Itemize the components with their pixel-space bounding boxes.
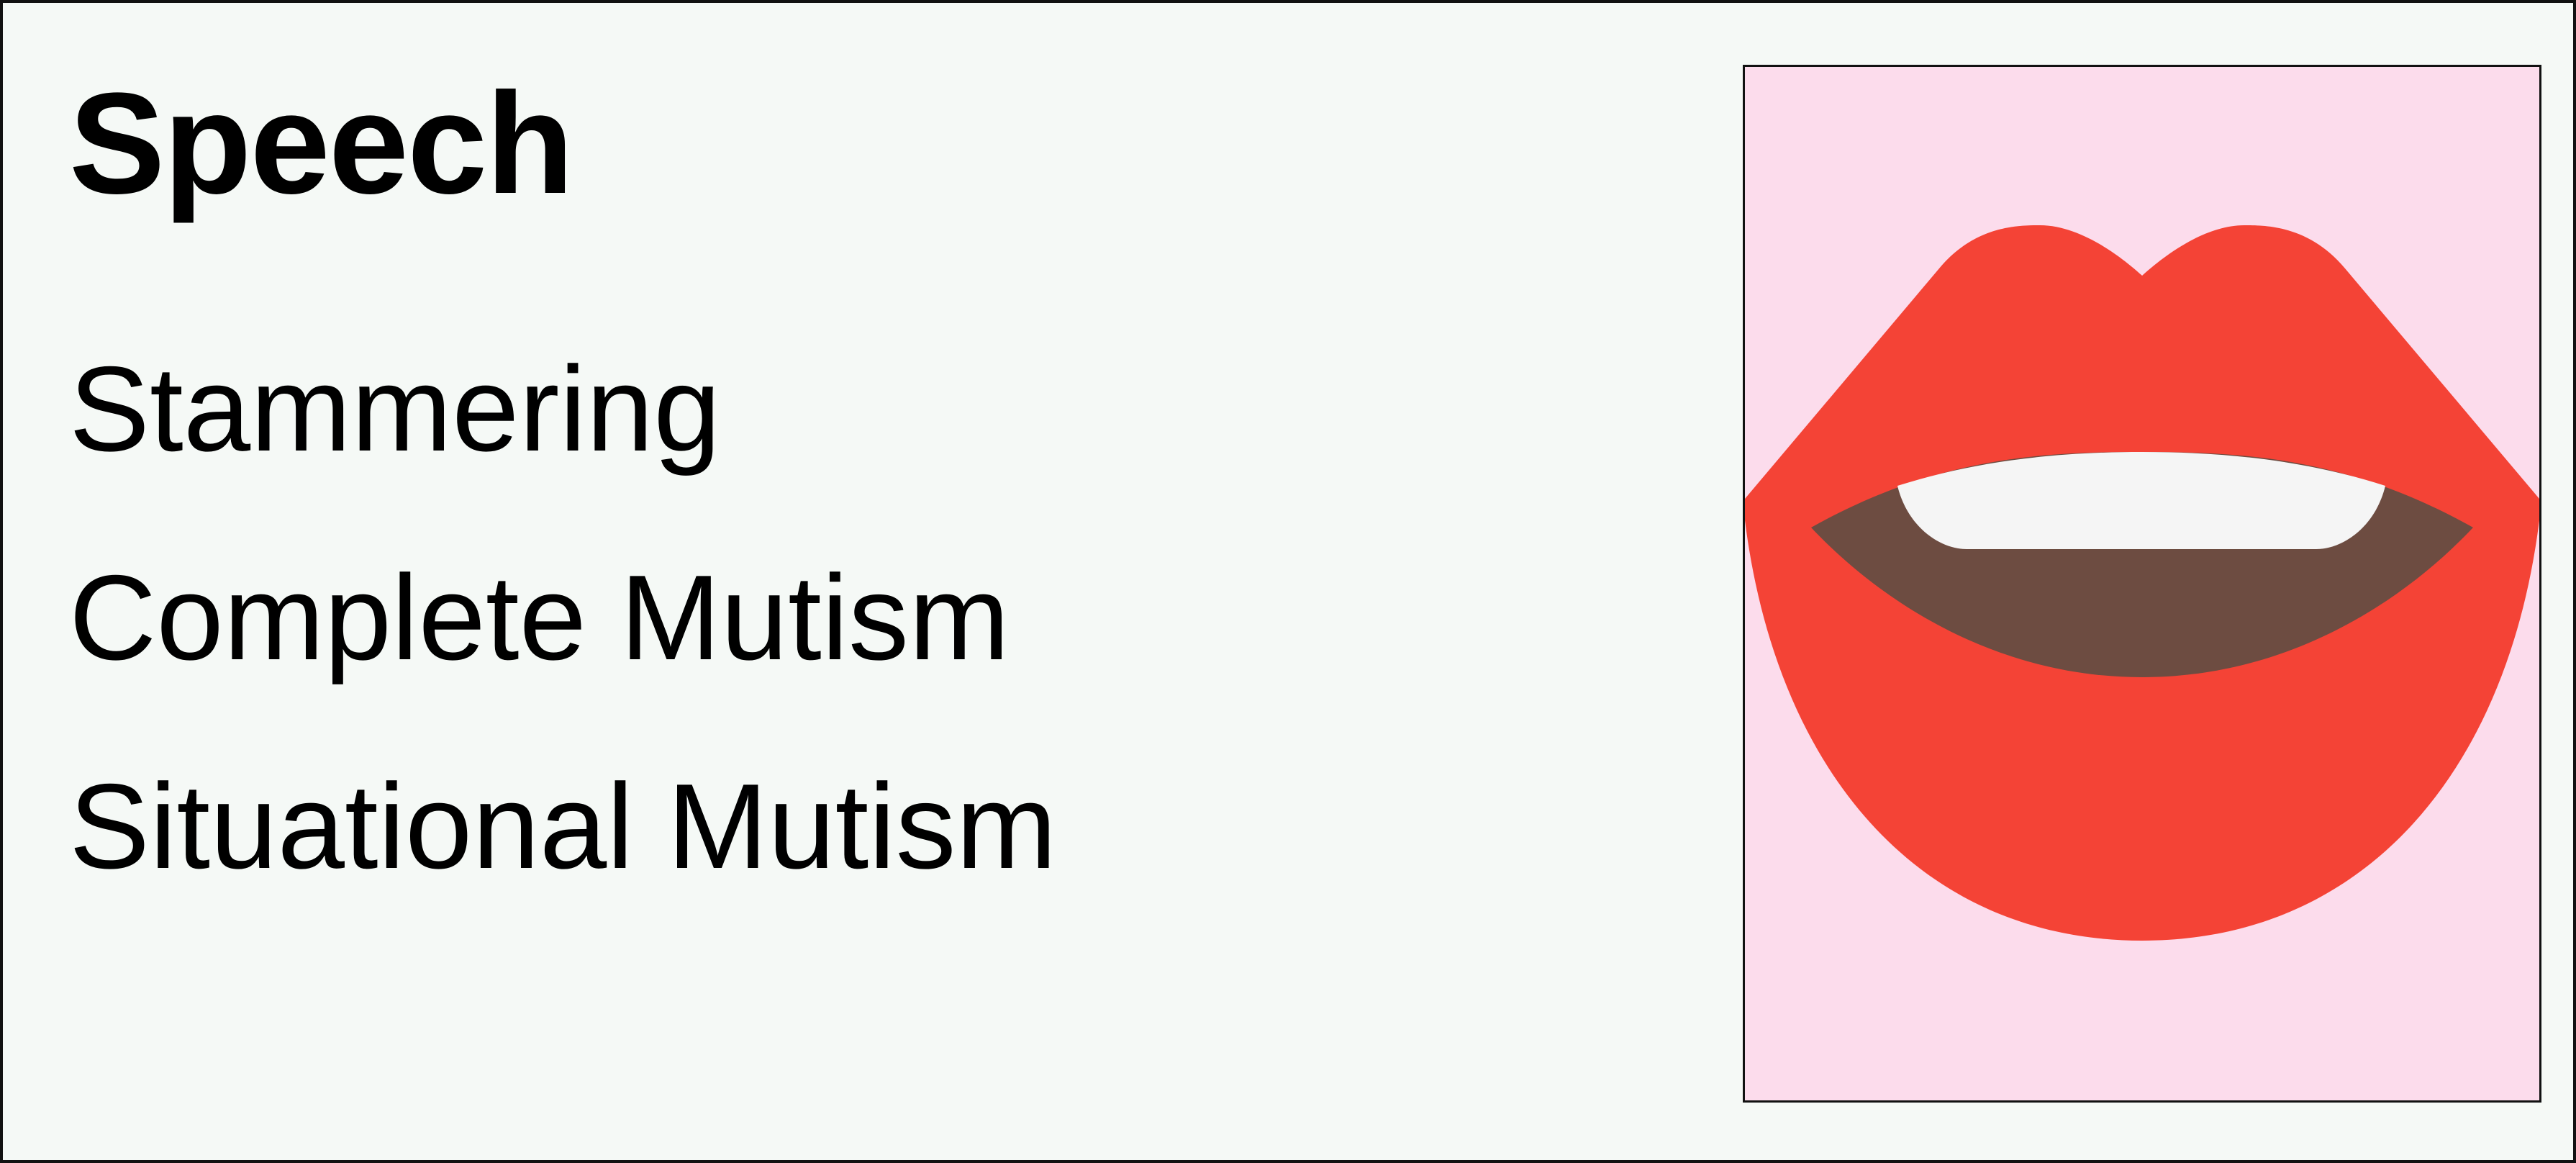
option-situational-mutism[interactable]: Situational Mutism [69, 759, 1057, 894]
upper-lip [1745, 225, 2539, 520]
mouth-picture [1743, 65, 2541, 1103]
teeth [1897, 452, 2385, 549]
mouth-icon [1745, 67, 2539, 1100]
option-stammering[interactable]: Stammering [69, 341, 721, 476]
speech-options-list: Stammering Complete Mutism Situational M… [69, 348, 1057, 974]
option-complete-mutism[interactable]: Complete Mutism [69, 550, 1010, 685]
card-title: Speech [69, 63, 573, 224]
